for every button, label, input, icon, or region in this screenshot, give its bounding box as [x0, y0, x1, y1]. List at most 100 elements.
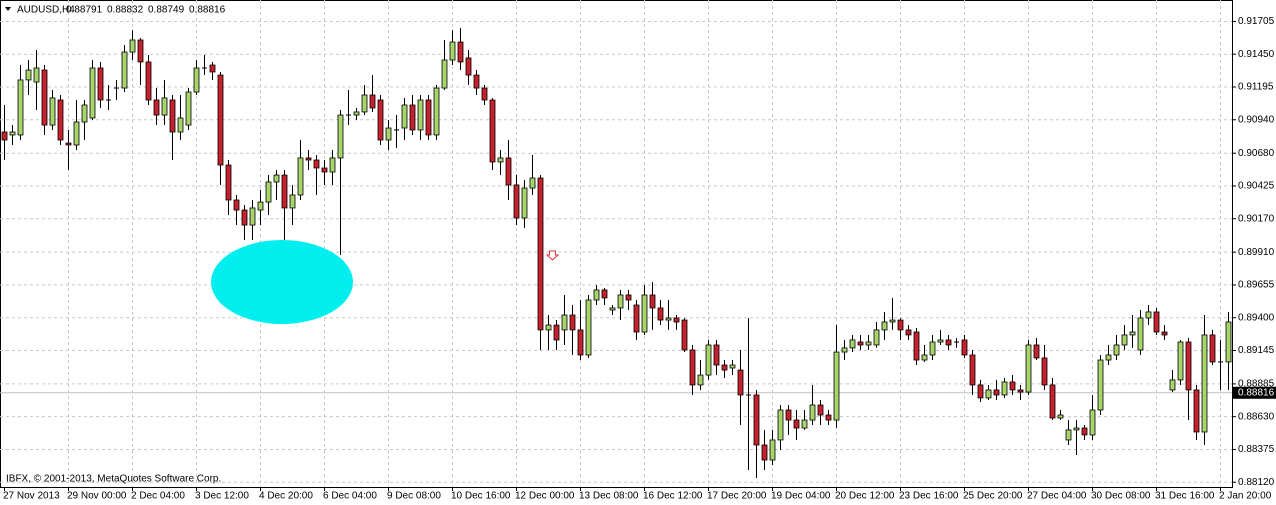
candle-body [705, 344, 712, 376]
candle-body [857, 341, 864, 346]
candle-body [657, 307, 664, 321]
candle-body [1049, 384, 1056, 419]
plot-frame [0, 0, 1233, 488]
candle-body [521, 187, 528, 219]
candle-body [145, 61, 152, 101]
y-tick-label: 0.89400 [1238, 312, 1275, 323]
candle-body [889, 319, 896, 323]
candle-body [801, 419, 808, 429]
candle-body [577, 329, 584, 356]
candle-body [137, 39, 144, 63]
x-tick-label: 19 Dec 04:00 [771, 491, 831, 502]
candle-body [353, 111, 360, 116]
candle-body [1185, 341, 1192, 391]
x-tick-label: 16 Dec 12:00 [643, 491, 703, 502]
candle-body [33, 67, 40, 83]
candle-body [425, 99, 432, 136]
candle-body [1169, 379, 1176, 391]
candle-body [1097, 359, 1104, 411]
candle-body [1201, 334, 1208, 433]
candle-body [1161, 331, 1168, 336]
x-tick-label: 25 Dec 20:00 [963, 491, 1023, 502]
candle-body [209, 64, 216, 73]
x-tick-label: 4 Dec 20:00 [259, 491, 313, 502]
candle-body [665, 317, 672, 321]
candle-body [457, 41, 464, 63]
candle-body [537, 177, 544, 331]
x-tick-label: 2 Dec 04:00 [131, 491, 185, 502]
candle-body [265, 181, 272, 203]
candle-body [409, 104, 416, 131]
y-tick-label: 0.89910 [1238, 247, 1275, 258]
candle-body [897, 319, 904, 331]
candle-body [961, 339, 968, 356]
y-tick-label: 0.90680 [1238, 148, 1275, 159]
candle-body [1073, 427, 1080, 431]
candle-body [249, 207, 256, 226]
candle-body [769, 439, 776, 461]
candle-body [809, 404, 816, 421]
candle-body [81, 104, 88, 123]
x-tick-label: 10 Dec 16:00 [451, 491, 511, 502]
candle-body [993, 389, 1000, 396]
candle-body [625, 294, 632, 301]
y-tick-label: 0.91195 [1238, 82, 1274, 93]
candle-body [1137, 317, 1144, 351]
candle-body [617, 294, 624, 309]
candle-body [449, 41, 456, 61]
candle-body [17, 79, 24, 136]
candle-body [977, 384, 984, 399]
ohlc-header: 0.88791 0.88832 0.88749 0.88816 [66, 5, 226, 16]
y-tick-label: 0.90170 [1238, 213, 1275, 224]
candle-body [1105, 354, 1112, 361]
last-price-box [1233, 386, 1276, 399]
candle-body [1225, 321, 1232, 363]
candle-body [513, 184, 520, 219]
candle-body [633, 304, 640, 333]
candle-body [57, 99, 64, 141]
ohlc-value: 0.88832 [107, 5, 144, 16]
y-tick-label: 0.89145 [1238, 345, 1275, 356]
candle-body [257, 201, 264, 211]
y-tick-label: 0.88375 [1238, 444, 1275, 455]
y-tick-label: 0.91705 [1238, 16, 1275, 27]
y-tick-label: 0.90940 [1238, 114, 1275, 125]
candle-body [401, 104, 408, 129]
candle-body [233, 199, 240, 211]
candle-body [297, 157, 304, 196]
candle-body [73, 121, 80, 146]
candle-body [225, 164, 232, 201]
candle-body [1033, 344, 1040, 359]
candle-body [385, 127, 392, 141]
candle-body [185, 91, 192, 126]
candle-body [465, 57, 472, 76]
candle-body [1001, 381, 1008, 396]
candle-body [49, 97, 56, 126]
candle-body [25, 69, 32, 81]
candle-body [281, 174, 288, 209]
candle-body [1009, 381, 1016, 391]
footer: IBFX, © 2001-2013, MetaQuotes Software C… [6, 474, 221, 485]
candle-body [641, 294, 648, 333]
symbol-label: AUDUSD,H4 [17, 5, 75, 16]
candle-body [561, 314, 568, 331]
candle-body [377, 99, 384, 141]
candle-body [417, 99, 424, 131]
grid [0, 0, 1232, 487]
candle-body [497, 157, 504, 163]
candle-body [697, 374, 704, 386]
candle-body [985, 389, 992, 399]
candle-body [1177, 341, 1184, 381]
candle-body [129, 39, 136, 53]
candle-body [713, 344, 720, 366]
y-tick-label: 0.88120 [1238, 477, 1275, 488]
candle-body [865, 341, 872, 346]
candle-body [1041, 357, 1048, 386]
candle-body [241, 209, 248, 226]
x-tick-label: 13 Dec 08:00 [579, 491, 639, 502]
x-tick-label: 12 Dec 00:00 [515, 491, 575, 502]
candle-body [929, 341, 936, 356]
candle-body [777, 409, 784, 441]
candle-body [361, 94, 368, 113]
